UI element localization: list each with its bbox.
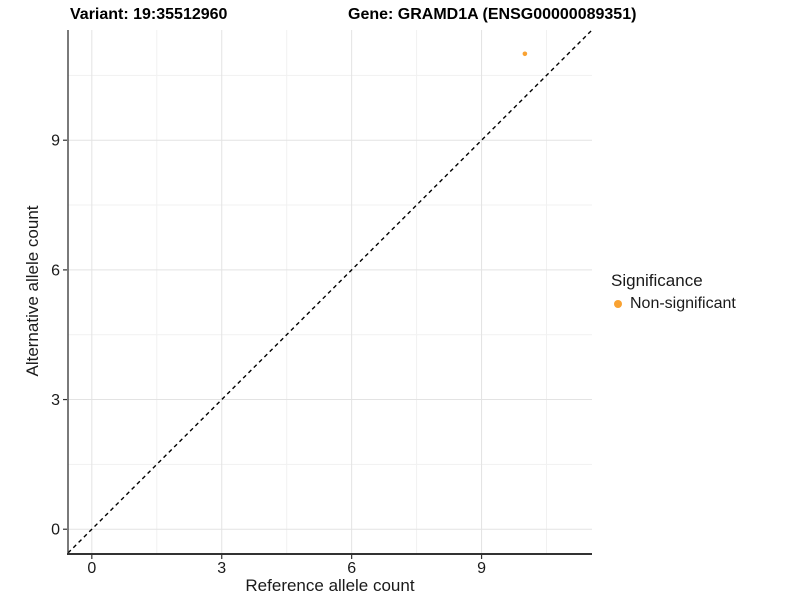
plot-title-gene: Gene: GRAMD1A (ENSG00000089351) <box>348 6 637 23</box>
legend-item-non-significant: Non-significant <box>610 295 736 313</box>
identity-reference-line <box>67 29 593 554</box>
legend-point-icon <box>614 300 622 308</box>
x-tick-label: 3 <box>217 560 226 577</box>
legend-title: Significance <box>611 271 703 290</box>
legend: Significance Non-significant <box>611 271 736 312</box>
x-tick-label: 6 <box>347 560 356 577</box>
x-tick-label: 9 <box>477 560 486 577</box>
x-axis-title: Reference allele count <box>245 576 415 595</box>
data-point <box>522 51 528 57</box>
y-tick-label: 0 <box>51 522 60 539</box>
y-tick-label: 6 <box>51 262 60 279</box>
plot-title-variant: Variant: 19:35512960 <box>70 6 228 23</box>
y-tick-label: 3 <box>51 392 60 409</box>
y-axis-title: Alternative allele count <box>23 205 42 377</box>
x-tick-label: 0 <box>87 560 96 577</box>
y-tick-label: 9 <box>51 133 60 150</box>
legend-item-label: Non-significant <box>630 295 736 312</box>
